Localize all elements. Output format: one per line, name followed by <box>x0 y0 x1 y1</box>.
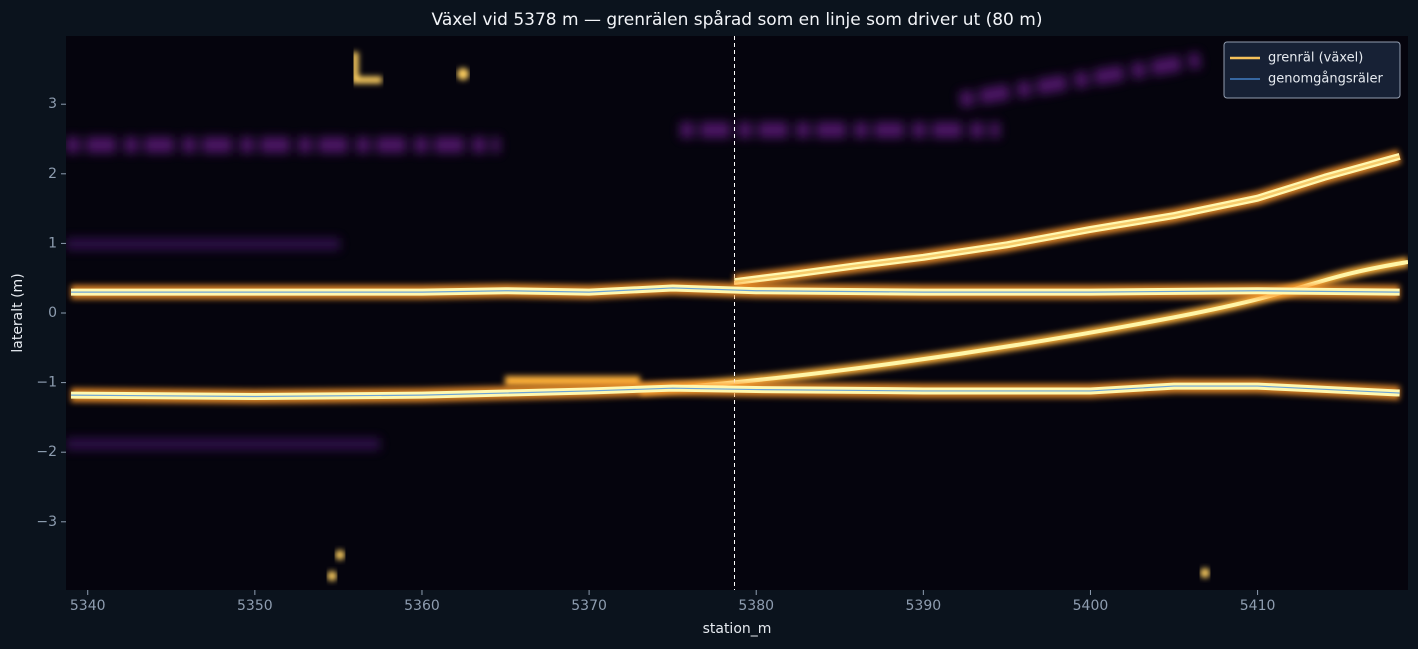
y-tick-label: 0 <box>48 305 57 321</box>
x-tick-label: 5360 <box>404 598 440 614</box>
x-tick-label: 5410 <box>1240 598 1276 614</box>
x-tick-label: 5370 <box>571 598 607 614</box>
y-axis-label: lateralt (m) <box>10 273 26 352</box>
x-axis-label: station_m <box>703 621 772 637</box>
x-tick-label: 5400 <box>1073 598 1109 614</box>
x-tick-label: 5390 <box>906 598 942 614</box>
y-tick-label: −3 <box>36 514 57 530</box>
x-tick-label: 5350 <box>237 598 273 614</box>
x-tick-label: 5340 <box>70 598 106 614</box>
plot-layer <box>70 36 1402 590</box>
y-tick-label: 2 <box>48 166 57 182</box>
legend-label: genomgångsräler <box>1268 72 1384 87</box>
x-tick-label: 5380 <box>738 598 774 614</box>
y-tick-label: −2 <box>36 444 57 460</box>
y-tick-label: 1 <box>48 235 57 251</box>
legend-label: grenräl (växel) <box>1268 51 1363 66</box>
series-line <box>734 155 1400 283</box>
y-tick-label: −1 <box>36 375 57 391</box>
y-tick-label: 3 <box>48 96 57 112</box>
series-line <box>71 287 1400 398</box>
chart-title: Växel vid 5378 m — grenrälen spårad som … <box>432 9 1043 30</box>
legend-box <box>1223 41 1401 99</box>
heatmap-background <box>66 52 1408 581</box>
legend: grenräl (växel) genomgångsräler <box>1223 41 1401 99</box>
